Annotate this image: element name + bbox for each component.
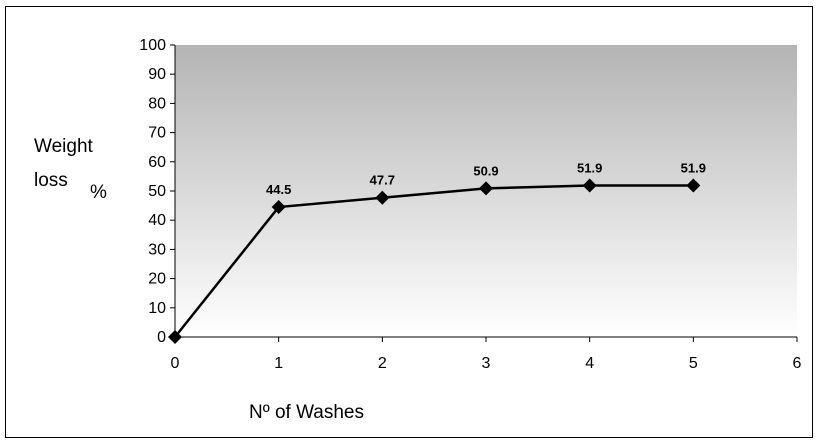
data-label: 44.5 <box>266 182 291 197</box>
data-label: 50.9 <box>473 163 498 178</box>
x-tick-label: 1 <box>274 355 283 372</box>
y-tick-label: 30 <box>148 241 166 258</box>
y-axis-ticks: 0 10 20 30 40 50 60 70 80 90 100 <box>139 37 175 346</box>
y-tick-label: 10 <box>148 300 166 317</box>
x-tick-label: 2 <box>378 355 387 372</box>
data-label: 51.9 <box>577 160 602 175</box>
data-point-marker <box>582 178 597 193</box>
data-label: 51.9 <box>681 160 706 175</box>
x-tick-label: 3 <box>482 355 491 372</box>
y-tick-label: 50 <box>148 183 166 200</box>
y-tick-label: 40 <box>148 212 166 229</box>
series-line <box>174 184 694 338</box>
x-axis-ticks: 0 1 2 3 4 5 6 <box>171 337 802 372</box>
series-weight-loss <box>168 178 701 344</box>
data-labels: 44.5 47.7 50.9 51.9 51.9 <box>266 160 706 197</box>
data-point-marker <box>271 200 286 215</box>
x-tick-label: 0 <box>171 355 180 372</box>
data-point-marker <box>479 181 493 196</box>
data-point-marker <box>375 190 390 205</box>
y-tick-label: 80 <box>148 95 166 112</box>
x-tick-label: 5 <box>689 355 698 372</box>
data-point-marker <box>168 330 182 344</box>
y-tick-label: 70 <box>148 125 166 142</box>
x-tick-label: 4 <box>585 355 594 372</box>
x-axis-title: Nº of Washes <box>249 402 364 423</box>
y-axis-title-line1: Weight <box>34 136 94 157</box>
y-tick-label: 60 <box>148 154 166 171</box>
y-tick-label: 0 <box>157 329 166 346</box>
data-point-marker <box>686 178 701 193</box>
y-tick-label: 100 <box>139 37 166 54</box>
y-axis-unit: % <box>90 182 107 203</box>
x-tick-label: 6 <box>793 355 802 372</box>
data-label: 47.7 <box>370 173 395 188</box>
y-tick-label: 20 <box>148 271 166 288</box>
y-tick-label: 90 <box>148 66 166 83</box>
y-axis-title-line2: loss <box>34 170 68 191</box>
